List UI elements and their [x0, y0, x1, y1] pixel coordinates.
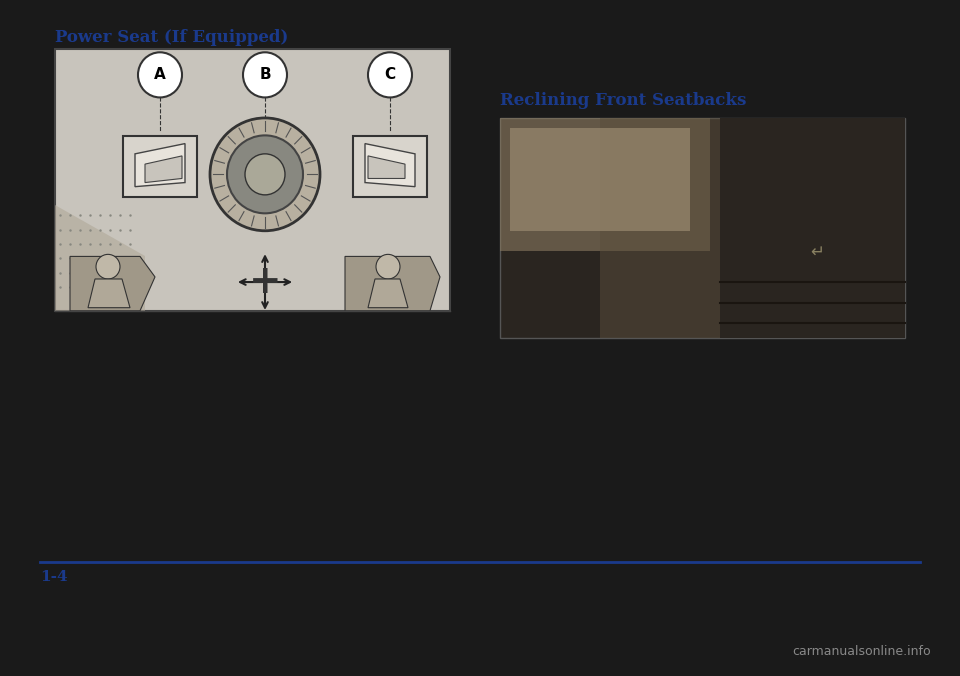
Bar — [55, 49, 450, 311]
Polygon shape — [365, 143, 415, 187]
Bar — [500, 118, 905, 339]
Text: the seat and move the seatback where you want it.: the seat and move the seatback where you… — [500, 379, 804, 393]
FancyBboxPatch shape — [353, 137, 427, 197]
Circle shape — [227, 135, 303, 214]
Polygon shape — [368, 279, 408, 308]
Text: Raise the front of the seat by: Raise the front of the seat by — [173, 357, 349, 370]
Text: carmanualsonline.info: carmanualsonline.info — [793, 645, 931, 658]
Polygon shape — [345, 256, 440, 311]
Text: holding the switch down.: holding the switch down. — [55, 394, 204, 407]
Text: upright position.: upright position. — [500, 445, 599, 458]
Text: Rear Control (C):: Rear Control (C): — [500, 28, 613, 42]
Text: A: A — [155, 68, 166, 82]
Text: Front Control (A):: Front Control (A): — [55, 357, 174, 370]
Circle shape — [96, 254, 120, 279]
Polygon shape — [55, 205, 145, 311]
Circle shape — [245, 154, 285, 195]
Circle shape — [376, 254, 400, 279]
Polygon shape — [145, 156, 182, 183]
Text: Raise the rear of the seat by holding: Raise the rear of the seat by holding — [610, 28, 828, 42]
Text: ↵: ↵ — [810, 242, 824, 260]
Text: To adjust the power seat:: To adjust the power seat: — [55, 329, 205, 341]
Text: Pull up on the lever and the seat will go to an: Pull up on the lever and the seat will g… — [500, 427, 771, 439]
FancyBboxPatch shape — [123, 137, 197, 197]
Circle shape — [138, 52, 182, 97]
Polygon shape — [368, 156, 405, 178]
Text: the seat by holding the control down.: the seat by holding the control down. — [55, 482, 277, 495]
Circle shape — [368, 52, 412, 97]
Polygon shape — [70, 256, 155, 311]
Text: Release the lever to lock the seatback.: Release the lever to lock the seatback. — [500, 398, 731, 411]
Polygon shape — [88, 279, 130, 308]
Text: Center Control (B):: Center Control (B): — [55, 420, 182, 433]
Text: 1-4: 1-4 — [40, 571, 67, 584]
Bar — [500, 118, 710, 251]
Text: Power Seat (If Equipped): Power Seat (If Equipped) — [55, 28, 288, 46]
Text: Move the seat forward or back by: Move the seat forward or back by — [183, 420, 389, 433]
Text: Move the seat higher by holding the control up. Lower: Move the seat higher by holding the cont… — [55, 464, 381, 477]
Bar — [510, 128, 690, 231]
Bar — [720, 118, 905, 339]
Polygon shape — [135, 143, 185, 187]
Text: holding the switch up. Lower the front of the seat by: holding the switch up. Lower the front o… — [55, 375, 369, 389]
Text: Reclining Front Seatbacks: Reclining Front Seatbacks — [500, 93, 746, 110]
Text: C: C — [384, 68, 396, 82]
Text: switch down.: switch down. — [500, 66, 578, 78]
Circle shape — [243, 52, 287, 97]
Text: the switch up. Lower the rear of the seat by holding the: the switch up. Lower the rear of the sea… — [500, 47, 832, 60]
Circle shape — [210, 118, 320, 231]
Text: B: B — [259, 68, 271, 82]
Text: To adjust the seatback, lift the lever on the outer side of: To adjust the seatback, lift the lever o… — [500, 361, 834, 374]
Text: holding the control to the front or back.: holding the control to the front or back… — [55, 439, 292, 452]
Text: +: + — [249, 263, 281, 301]
Bar — [600, 118, 760, 339]
